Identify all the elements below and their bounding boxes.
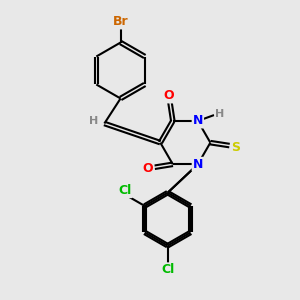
Text: N: N (193, 115, 203, 128)
Text: H: H (215, 109, 225, 118)
Text: O: O (143, 162, 153, 175)
Text: O: O (163, 89, 174, 102)
Text: Br: Br (113, 15, 128, 28)
Text: N: N (193, 158, 203, 171)
Text: H: H (89, 116, 99, 126)
Text: Cl: Cl (161, 263, 174, 276)
Text: Cl: Cl (118, 184, 132, 197)
Text: S: S (232, 141, 241, 154)
